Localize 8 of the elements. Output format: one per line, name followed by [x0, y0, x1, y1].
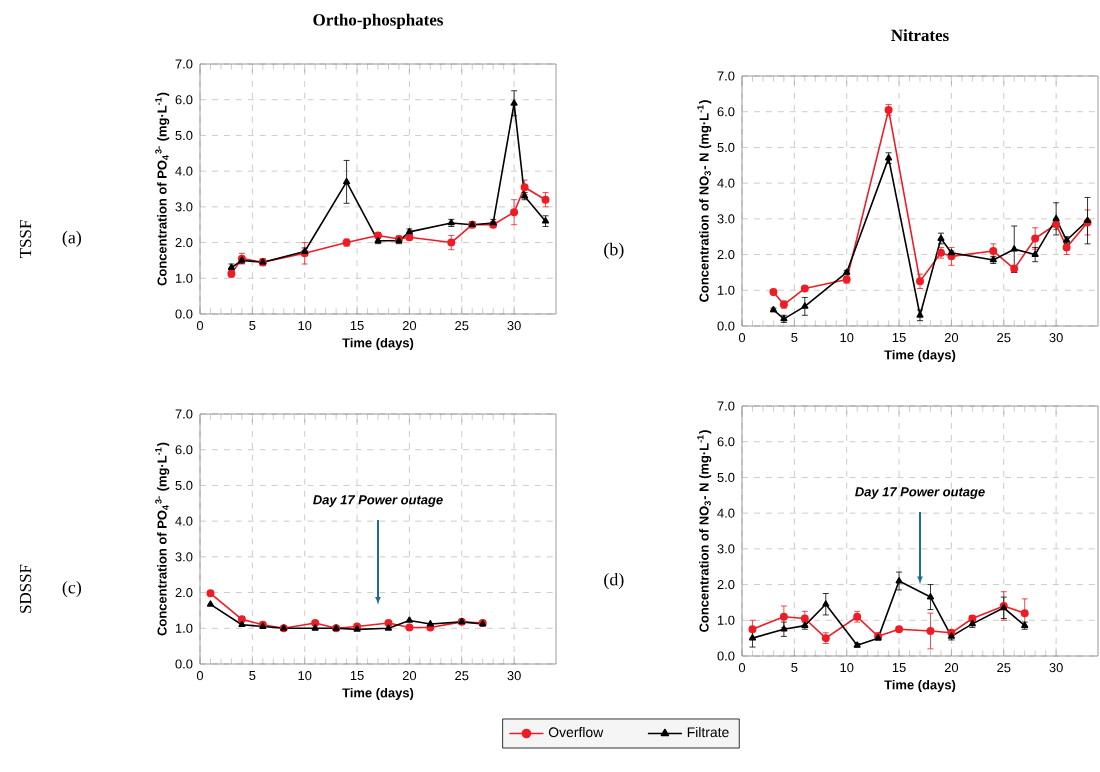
text: (b) — [604, 242, 624, 260]
text: SDSSF — [19, 564, 32, 613]
text: (d) — [604, 572, 624, 590]
text: TSSF — [19, 220, 32, 258]
chart-title: Ortho-phosphates — [313, 13, 443, 30]
text: (a) — [62, 230, 82, 248]
text: (c) — [62, 580, 82, 598]
chart-title: Nitrates — [891, 29, 949, 42]
